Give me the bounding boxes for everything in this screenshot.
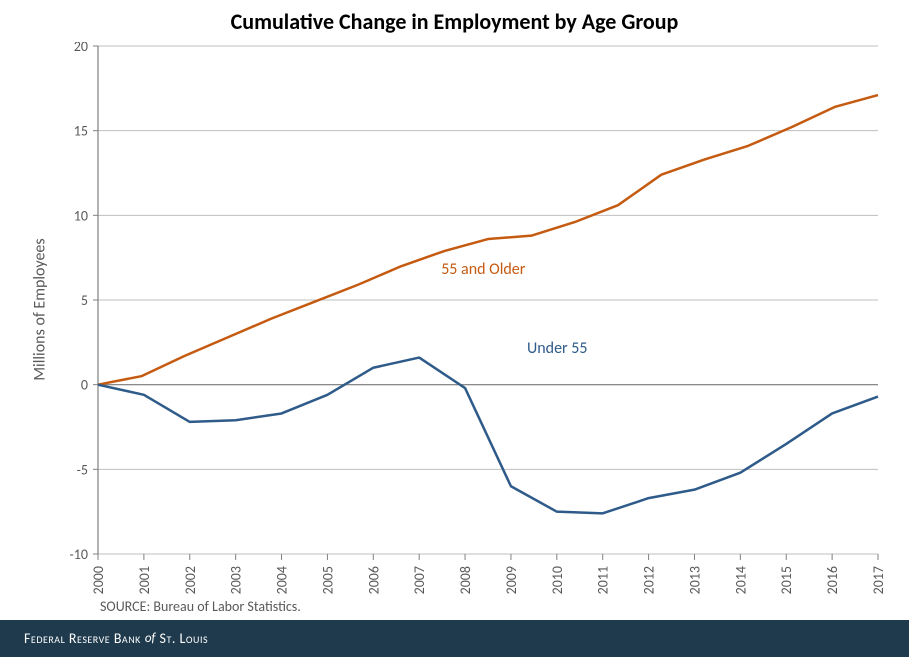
svg-text:2012: 2012 [641, 566, 658, 594]
svg-text:2001: 2001 [136, 566, 153, 594]
svg-text:-10: -10 [70, 546, 88, 563]
svg-text:2016: 2016 [824, 566, 841, 594]
svg-text:2013: 2013 [686, 566, 703, 594]
svg-text:2003: 2003 [228, 566, 245, 594]
svg-text:5: 5 [81, 292, 88, 309]
svg-text:15: 15 [74, 123, 88, 140]
svg-text:2008: 2008 [457, 566, 474, 594]
footer-bank-suffix: St. Louis [160, 630, 209, 647]
svg-text:-5: -5 [77, 461, 88, 478]
plot-area: -10 -5 0 5 10 15 20 2000 2001 2002 2003 2004 2005 200… [38, 42, 898, 630]
svg-text:2004: 2004 [274, 566, 291, 594]
footer-bank-prefix: Federal Reserve Bank [24, 630, 141, 647]
chart-container: Cumulative Change in Employment by Age G… [0, 0, 909, 620]
svg-text:2011: 2011 [595, 566, 612, 594]
series-label-under-55: Under 55 [527, 339, 587, 358]
svg-text:2010: 2010 [549, 566, 566, 594]
chart-title: Cumulative Change in Employment by Age G… [0, 0, 909, 35]
svg-text:2005: 2005 [319, 566, 336, 594]
svg-text:2000: 2000 [90, 566, 107, 594]
series-label-55-and-older: 55 and Older [441, 260, 525, 279]
footer-of: of [145, 631, 156, 646]
svg-text:0: 0 [81, 377, 88, 394]
svg-text:2009: 2009 [503, 566, 520, 594]
svg-text:10: 10 [74, 207, 88, 224]
svg-text:2002: 2002 [182, 566, 199, 594]
svg-text:20: 20 [74, 42, 88, 55]
svg-text:2014: 2014 [732, 566, 749, 594]
svg-text:2007: 2007 [411, 566, 428, 594]
source-text: SOURCE: Bureau of Labor Statistics. [100, 598, 301, 615]
svg-text:2017: 2017 [870, 566, 887, 594]
footer-bar: Federal Reserve Bank of St. Louis [0, 620, 909, 657]
svg-text:2015: 2015 [778, 566, 795, 594]
svg-text:2006: 2006 [365, 566, 382, 594]
